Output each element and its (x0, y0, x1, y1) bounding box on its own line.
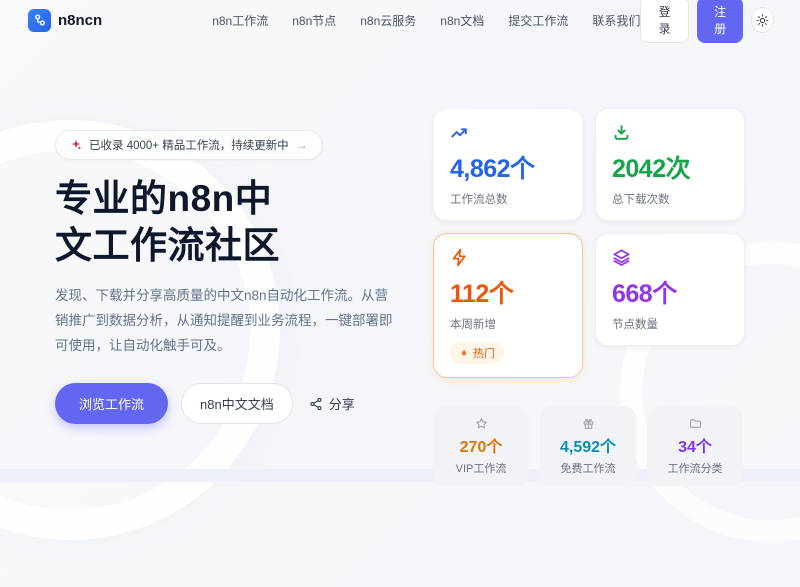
theme-toggle-button[interactable] (751, 7, 775, 33)
folder-icon (689, 419, 701, 428)
share-button[interactable]: 分享 (309, 394, 355, 413)
stat-label: 总下载次数 (612, 194, 670, 206)
zap-icon (450, 248, 566, 267)
flame-icon (461, 348, 467, 355)
hot-badge: 热门 (450, 342, 504, 364)
trending-up-icon (450, 123, 566, 142)
sun-icon (756, 14, 769, 26)
stat-value: 2042次 (612, 155, 691, 183)
cta-row: 浏览工作流 n8n中文文档 分享 (55, 383, 407, 425)
stat-card-downloads[interactable]: 2042次 总下载次数 (595, 108, 745, 221)
mini-stat-label: 工作流分类 (667, 463, 723, 475)
stats-grid: 4,862个 工作流总数 2042次 总下载次数 112个 (433, 108, 745, 378)
stat-value: 4,862个 (450, 155, 535, 183)
stat-value: 112个 (450, 280, 514, 308)
mini-stat-value: 270个 (459, 439, 503, 456)
logo-text: n8ncn (58, 11, 103, 29)
badge-text: 已收录 4000+ 精品工作流，持续更新中 (89, 140, 289, 152)
mini-stat-vip[interactable]: 270个 VIP工作流 (433, 406, 529, 486)
logo[interactable]: n8ncn (28, 8, 103, 32)
gift-icon (583, 418, 593, 429)
mini-stat-free[interactable]: 4,592个 免费工作流 (540, 406, 636, 486)
download-icon (612, 123, 728, 142)
layers-icon (612, 248, 728, 267)
stats-panel: 4,862个 工作流总数 2042次 总下载次数 112个 (433, 108, 745, 486)
stat-label: 本周新增 (450, 319, 496, 331)
hero-left: 已收录 4000+ 精品工作流，持续更新中 → 专业的n8n中 文工作流社区 发… (55, 108, 407, 486)
browse-workflows-button[interactable]: 浏览工作流 (55, 383, 169, 425)
mini-stat-label: 免费工作流 (560, 463, 616, 475)
arrow-right-icon: → (295, 138, 308, 152)
sparkle-icon (70, 139, 82, 151)
nav-item-docs[interactable]: n8n文档 (440, 13, 485, 28)
mini-stat-value: 4,592个 (559, 439, 617, 456)
nav-item-submit[interactable]: 提交工作流 (508, 13, 569, 28)
stat-label: 工作流总数 (450, 194, 508, 206)
stat-value: 668个 (612, 280, 677, 308)
nav-item-contact[interactable]: 联系我们 (592, 13, 641, 28)
mini-stat-value: 34个 (678, 439, 712, 456)
hero-section: 已收录 4000+ 精品工作流，持续更新中 → 专业的n8n中 文工作流社区 发… (0, 40, 800, 486)
mini-stat-categories[interactable]: 34个 工作流分类 (647, 406, 743, 486)
workflow-nodes-icon (28, 8, 51, 32)
hero-description: 发现、下载并分享高质量的中文n8n自动化工作流。从营销推广到数据分析，从通知提醒… (55, 288, 393, 354)
stat-card-new-this-week[interactable]: 112个 本周新增 热门 (433, 233, 583, 378)
stat-label: 节点数量 (612, 319, 658, 331)
register-button[interactable]: 注册 (696, 0, 744, 43)
page-title: 专业的n8n中 文工作流社区 (55, 178, 280, 266)
mini-stats-row: 270个 VIP工作流 4,592个 免费工作流 34个 工作流分类 (433, 406, 745, 486)
auth-actions: 登录 注册 (640, 0, 775, 43)
docs-button[interactable]: n8n中文文档 (181, 383, 293, 425)
main-nav: n8n工作流 n8n节点 n8n云服务 n8n文档 提交工作流 联系我们 (102, 12, 640, 29)
mini-stat-label: VIP工作流 (455, 463, 507, 475)
stat-card-workflow-total[interactable]: 4,862个 工作流总数 (433, 108, 583, 221)
announcement-badge[interactable]: 已收录 4000+ 精品工作流，持续更新中 → (55, 130, 323, 160)
share-nodes-icon (310, 397, 322, 410)
nav-item-cloud[interactable]: n8n云服务 (360, 13, 417, 28)
header: n8ncn n8n工作流 n8n节点 n8n云服务 n8n文档 提交工作流 联系… (0, 0, 800, 43)
login-button[interactable]: 登录 (640, 0, 689, 43)
nav-item-nodes[interactable]: n8n节点 (292, 13, 337, 28)
nav-item-workflows[interactable]: n8n工作流 (212, 13, 269, 28)
stat-card-nodes[interactable]: 668个 节点数量 (595, 233, 745, 346)
star-icon (475, 418, 487, 429)
